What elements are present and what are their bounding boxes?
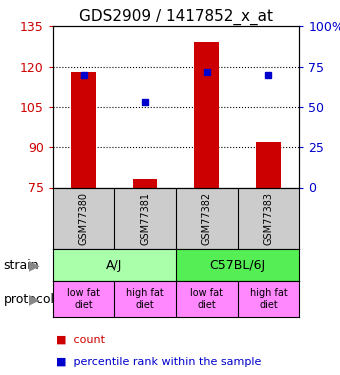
Bar xyxy=(238,188,299,249)
Bar xyxy=(53,249,176,281)
Bar xyxy=(53,188,114,249)
Text: GSM77382: GSM77382 xyxy=(202,192,212,245)
Bar xyxy=(256,142,281,188)
Text: high fat
diet: high fat diet xyxy=(126,288,164,310)
Text: low fat
diet: low fat diet xyxy=(67,288,100,310)
Text: ▶: ▶ xyxy=(29,258,39,272)
Bar xyxy=(114,188,176,249)
Bar xyxy=(71,72,96,188)
Bar xyxy=(176,249,299,281)
Text: ▶: ▶ xyxy=(29,292,39,306)
Bar xyxy=(194,42,219,188)
Bar xyxy=(114,281,176,317)
Text: GSM77380: GSM77380 xyxy=(79,192,88,245)
Text: GSM77383: GSM77383 xyxy=(264,192,273,245)
Text: high fat
diet: high fat diet xyxy=(250,288,287,310)
Title: GDS2909 / 1417852_x_at: GDS2909 / 1417852_x_at xyxy=(79,9,273,25)
Text: protocol: protocol xyxy=(3,292,54,306)
Bar xyxy=(53,281,114,317)
Bar xyxy=(133,180,157,188)
Text: ■  count: ■ count xyxy=(56,334,105,344)
Bar xyxy=(238,281,299,317)
Bar xyxy=(176,281,238,317)
Text: low fat
diet: low fat diet xyxy=(190,288,223,310)
Text: strain: strain xyxy=(3,259,39,272)
Text: A/J: A/J xyxy=(106,259,122,272)
Bar xyxy=(176,188,238,249)
Text: ■  percentile rank within the sample: ■ percentile rank within the sample xyxy=(56,357,261,367)
Text: C57BL/6J: C57BL/6J xyxy=(209,259,266,272)
Text: GSM77381: GSM77381 xyxy=(140,192,150,245)
